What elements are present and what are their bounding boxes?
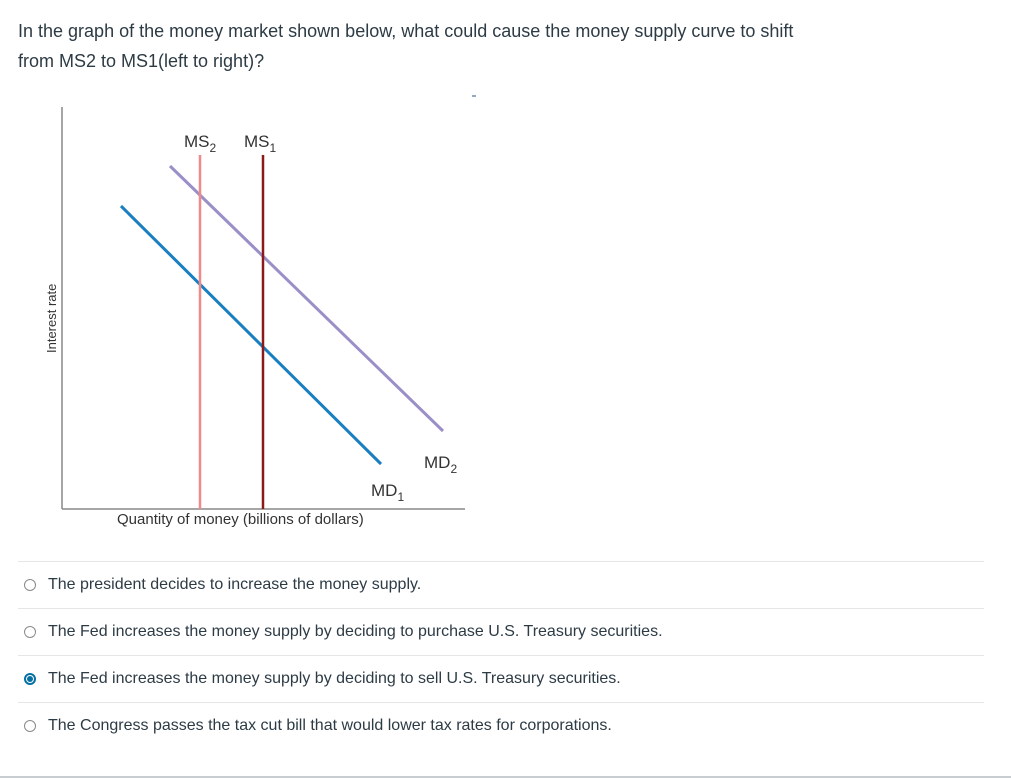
question-line-1: In the graph of the money market shown b… <box>18 21 794 41</box>
answer-list: The president decides to increase the mo… <box>18 561 984 749</box>
bottom-divider <box>0 776 1011 778</box>
ms1-label: MS1 <box>244 132 277 155</box>
money-market-graph: MS2 MS1 MD2 MD1 Quantity of money (billi… <box>44 95 476 528</box>
question-text: In the graph of the money market shown b… <box>18 16 918 76</box>
answer-text: The Fed increases the money supply by de… <box>48 623 663 640</box>
x-axis-label: Quantity of money (billions of dollars) <box>117 511 364 528</box>
radio-button[interactable] <box>24 673 36 685</box>
question-line-2: from MS2 to MS1(left to right)? <box>18 51 265 71</box>
answer-text: The president decides to increase the mo… <box>48 576 422 593</box>
md2-curve <box>168 164 445 433</box>
radio-button[interactable] <box>24 720 36 732</box>
answer-text: The Fed increases the money supply by de… <box>48 670 621 687</box>
md1-curve <box>119 204 383 466</box>
md1-label: MD1 <box>371 481 404 504</box>
answer-text: The Congress passes the tax cut bill tha… <box>48 717 612 734</box>
answer-option-4[interactable]: The Congress passes the tax cut bill tha… <box>18 703 984 749</box>
radio-button[interactable] <box>24 579 36 591</box>
ms2-label: MS2 <box>184 132 217 155</box>
answer-option-3[interactable]: The Fed increases the money supply by de… <box>18 656 984 703</box>
answer-option-2[interactable]: The Fed increases the money supply by de… <box>18 609 984 656</box>
answer-option-1[interactable]: The president decides to increase the mo… <box>18 562 984 609</box>
radio-button[interactable] <box>24 626 36 638</box>
md2-label: MD2 <box>424 453 457 476</box>
y-axis-label: Interest rate <box>44 284 59 353</box>
